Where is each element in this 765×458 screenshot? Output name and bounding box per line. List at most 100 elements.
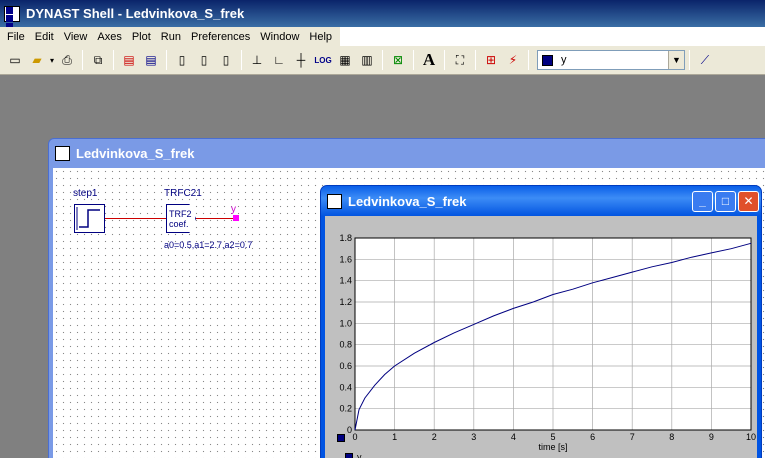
copy-icon[interactable]: ⧉ <box>93 52 103 67</box>
maximize-button[interactable]: □ <box>715 190 736 212</box>
legend-swatch <box>337 434 345 442</box>
connection-wire[interactable] <box>105 218 166 219</box>
graph-body: 0 1 2 3 4 5 6 7 8 9 10 0 0.2 0.4 0.6 0.8 1.0 1.2 1.4 1.6 1.8… <box>325 216 757 458</box>
y-tick-label: 0.8 <box>339 340 352 350</box>
schematic-window-icon <box>55 146 70 161</box>
toolbar-separator <box>528 50 529 70</box>
y-tick-label: 1.2 <box>339 297 352 307</box>
minimize-button[interactable]: _ <box>692 190 713 212</box>
toolbar-separator <box>382 50 383 70</box>
toolbar-separator <box>82 50 83 70</box>
grid-icon[interactable]: ▦ <box>339 53 351 67</box>
new-file-icon[interactable]: ▭ <box>9 53 21 67</box>
plot-options-icon[interactable]: ⊠ <box>392 53 404 67</box>
menu-plot[interactable]: Plot <box>131 30 151 43</box>
close-button[interactable]: ✕ <box>738 190 759 212</box>
trf-parameters: a0=0.5,a1=2.7,a2=0.7 <box>164 240 253 250</box>
y-tick-label: 0.6 <box>339 361 352 371</box>
crosshair-icon[interactable]: ⊞ <box>485 53 497 67</box>
dropdown-arrow-icon[interactable]: ▾ <box>49 55 54 65</box>
x-tick-label: 0 <box>352 432 357 442</box>
output-port[interactable] <box>233 215 239 221</box>
bar-plot-icon[interactable]: ▥ <box>361 53 373 67</box>
variable-combo-value: y <box>561 54 567 66</box>
toolbar: ▭ ▰ ▾ ⎙ ⧉ ▤ ▤ ▯ ▯ ▯ ⊥ ∟ ┼ LOG ▦ ▥ ⊠ A ⛶ … <box>0 46 765 75</box>
trf-block-label: TRFC21 <box>164 188 202 199</box>
legend-entry-swatch <box>345 453 353 458</box>
app-icon <box>4 5 20 38</box>
page-b-icon[interactable]: ▯ <box>200 53 208 67</box>
output-wire[interactable] <box>196 218 233 219</box>
menu-bar-filler <box>340 27 765 46</box>
step-icon <box>76 207 100 230</box>
trf-block-text: TRF2 <box>169 209 192 219</box>
toolbar-separator <box>475 50 476 70</box>
y-tick-label: 0.2 <box>339 404 352 414</box>
menu-help[interactable]: Help <box>309 30 333 43</box>
menu-edit[interactable]: Edit <box>34 30 54 43</box>
variable-combo[interactable]: y ▼ <box>537 50 685 70</box>
output-label: y <box>231 204 236 215</box>
x-tick-label: 2 <box>432 432 437 442</box>
menu-window[interactable]: Window <box>260 30 300 43</box>
y-tick-label: 1.0 <box>339 318 352 328</box>
trf-block-subtext: coef. <box>169 219 189 229</box>
toolbar-separator <box>241 50 242 70</box>
axis-scale-icon[interactable]: ⟋ <box>700 52 710 67</box>
x-axis-label: time [s] <box>538 442 567 452</box>
toolbar-separator <box>166 50 167 70</box>
font-icon[interactable]: A <box>422 50 436 69</box>
menu-view[interactable]: View <box>63 30 88 43</box>
menu-file[interactable]: File <box>7 30 25 43</box>
export-red-icon[interactable]: ▤ <box>123 53 135 67</box>
y-tick-label: 1.8 <box>339 233 352 243</box>
variable-color-swatch <box>542 54 553 66</box>
graph-window[interactable]: Ledvinkova_S_frek _ □ ✕ 0 1 2 3 4 5 6 7 8 9 10 0 0.2… <box>320 185 762 458</box>
step-block-label: step1 <box>73 188 98 199</box>
toolbar-separator <box>689 50 690 70</box>
menu-preferences[interactable]: Preferences <box>190 30 251 43</box>
x-tick-label: 7 <box>630 432 635 442</box>
main-title-bar[interactable]: DYNAST Shell - Ledvinkova_S_frek <box>0 0 765 38</box>
chart-svg[interactable]: 0 1 2 3 4 5 6 7 8 9 10 0 0.2 0.4 0.6 0.8 1.0 1.2 1.4 1.6 1.8… <box>325 216 759 458</box>
print-icon[interactable]: ⎙ <box>62 52 72 67</box>
page-c-icon[interactable]: ▯ <box>222 53 230 67</box>
page-a-icon[interactable]: ▯ <box>178 53 186 67</box>
toolbar-separator <box>413 50 414 70</box>
x-tick-label: 6 <box>590 432 595 442</box>
transfer-function-block[interactable]: TRF2 coef. <box>166 204 196 233</box>
graph-title-bar[interactable]: Ledvinkova_S_frek _ □ ✕ <box>321 186 761 216</box>
schematic-title: Ledvinkova_S_frek <box>76 146 195 161</box>
cursor-icon[interactable]: ⚡ <box>508 53 518 67</box>
toolbar-separator <box>113 50 114 70</box>
chevron-down-icon[interactable]: ▼ <box>668 51 684 69</box>
series-line-y <box>354 242 752 431</box>
x-tick-label: 5 <box>550 432 555 442</box>
x-tick-label: 10 <box>746 432 756 442</box>
plot-frame <box>354 237 752 431</box>
step-block[interactable] <box>74 204 105 233</box>
y-tick-label: 1.6 <box>339 254 352 264</box>
legend-entry[interactable]: y <box>345 452 362 458</box>
y-tick-label: 0.4 <box>339 382 352 392</box>
graph-title: Ledvinkova_S_frek <box>348 193 467 209</box>
y-tick-label: 1.4 <box>339 276 352 286</box>
y-tick-label: 0 <box>347 425 352 435</box>
log-scale-icon[interactable]: LOG <box>314 55 332 65</box>
schematic-title-bar[interactable]: Ledvinkova_S_frek <box>49 139 765 168</box>
x-axis-icon[interactable]: ⊥ <box>251 53 263 67</box>
export-blue-icon[interactable]: ▤ <box>145 53 157 67</box>
legend-marker[interactable] <box>337 434 349 442</box>
axes-symmetric-icon[interactable]: ┼ <box>296 53 306 67</box>
app-title: DYNAST Shell - Ledvinkova_S_frek <box>26 6 245 21</box>
x-tick-label: 8 <box>669 432 674 442</box>
y-axis-icon[interactable]: ∟ <box>273 53 285 67</box>
menu-run[interactable]: Run <box>160 30 181 43</box>
zoom-fit-icon[interactable]: ⛶ <box>455 52 465 67</box>
graph-window-icon <box>327 193 342 209</box>
legend-entry-label: y <box>357 452 362 458</box>
x-tick-label: 3 <box>471 432 476 442</box>
menu-axes[interactable]: Axes <box>97 30 122 43</box>
open-folder-icon[interactable]: ▰ <box>32 53 42 67</box>
x-tick-label: 1 <box>392 432 397 442</box>
